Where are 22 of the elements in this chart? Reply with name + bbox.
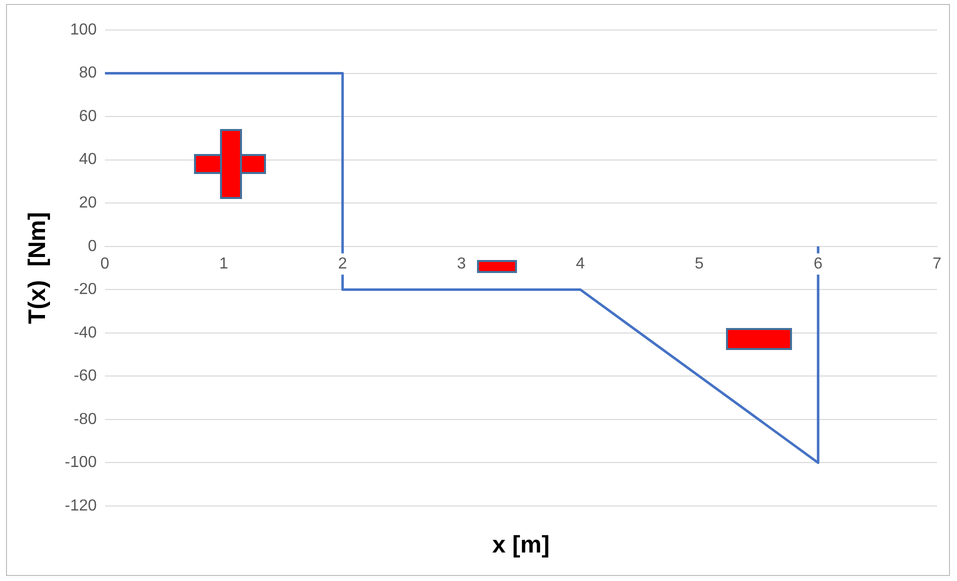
y-tick-label: 20 [79,194,97,212]
y-axis-title: T(x) [Nm] [24,212,52,324]
y-tick-label: 60 [79,108,97,125]
y-tick-label: -20 [74,281,97,298]
y-tick-label: -60 [74,368,97,385]
y-tick-label: 80 [79,64,97,82]
x-tick-label: 5 [694,255,704,272]
x-axis-title: x [m] [492,532,550,559]
x-tick-label: 7 [932,255,942,272]
x-tick-label: 3 [457,255,466,272]
x-tick-label: 1 [219,255,228,272]
y-tick-label: -40 [74,324,97,342]
y-tick-label: 0 [88,238,97,255]
y-tick-label: -80 [74,410,97,428]
y-tick-label: 40 [79,151,97,168]
y-tick-label: 100 [70,21,97,38]
x-tick-label: 4 [576,255,585,272]
x-tick-label: 2 [338,255,348,272]
y-tick-label: -100 [64,454,97,472]
x-tick-label: 0 [100,255,110,272]
y-tick-label: -120 [64,497,97,514]
x-tick-label: 6 [814,255,823,272]
